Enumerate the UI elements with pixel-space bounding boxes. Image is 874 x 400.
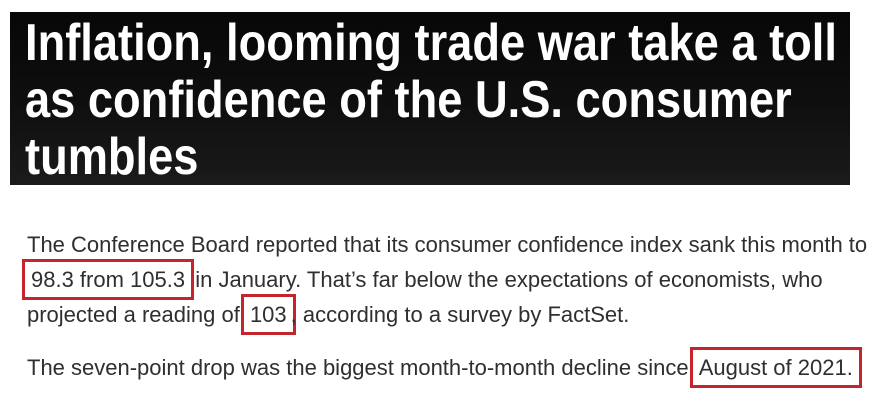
article-body: The Conference Board reported that its c… [22,227,874,388]
headline-line: as confidence of the U.S. consumer [25,71,792,129]
article-paragraph: The seven-point drop was the biggest mon… [27,347,874,388]
headline-banner: Inflation, looming trade war take a toll… [10,12,850,185]
text-segment: in January. That’s far below the expecta… [27,267,823,327]
article-paragraph: The Conference Board reported that its c… [22,227,874,335]
article-headline: Inflation, looming trade war take a toll… [25,14,837,186]
highlight-box: 98.3 from 105.3 [22,259,195,300]
highlight-box: 103 [240,294,296,335]
headline-line: tumbles [25,128,199,186]
text-segment: The Conference Board reported that its c… [27,232,868,257]
text-segment: , according to a survey by FactSet. [290,302,630,327]
headline-line: Inflation, looming trade war take a toll [25,14,837,72]
highlight-box: August of 2021. [689,347,862,388]
text-segment: The seven-point drop was the biggest mon… [27,355,695,380]
